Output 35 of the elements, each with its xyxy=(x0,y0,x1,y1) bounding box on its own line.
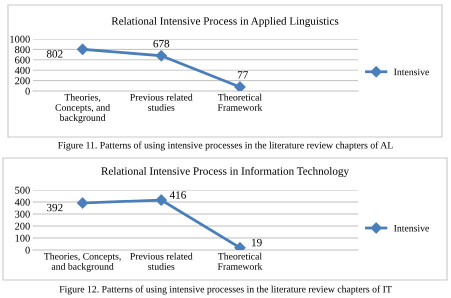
x-tick-label: Theoretical Framework xyxy=(218,252,262,270)
x-tick-label: Theoretical Framework xyxy=(218,94,262,111)
y-tick-label: 200 xyxy=(15,77,30,84)
y-tick-label: 0 xyxy=(25,246,30,254)
caption: Figure 11. Patterns of using intensive processes in the literature review chapters of AL xyxy=(58,142,393,150)
point xyxy=(156,194,167,206)
y-tick-label: 500 xyxy=(15,186,30,194)
x-tick-label: Previous related studies xyxy=(130,252,193,270)
point xyxy=(76,197,88,209)
chart-title: Relational Intensive Process in Information Technology xyxy=(101,166,349,178)
y-tick-label: 800 xyxy=(14,46,30,54)
y-tick-label: 400 xyxy=(14,198,30,206)
data-label: 392 xyxy=(46,204,63,212)
point xyxy=(76,44,88,55)
x-tick-label: Theories, Concepts, and background xyxy=(55,94,110,123)
y-tick-label: 100 xyxy=(16,234,30,242)
caption: Figure 12. Patterns of using intensive processes in the literature review chapters of IT xyxy=(59,286,392,294)
x-tick-label: Previous related studies xyxy=(130,94,193,111)
data-label: 416 xyxy=(170,191,186,199)
data-label: 77 xyxy=(238,71,248,79)
point xyxy=(234,81,246,91)
x-tick-label: Theories, Concepts, and background xyxy=(44,252,121,272)
y-tick-label: 600 xyxy=(15,56,30,64)
y-tick-label: 200 xyxy=(15,222,30,230)
legend-label: Intensive xyxy=(394,224,429,232)
y-tick-label: 400 xyxy=(14,66,30,74)
y-tick-label: 0 xyxy=(25,88,30,95)
data-label: 19 xyxy=(252,238,262,246)
y-tick-label: 1000 xyxy=(10,36,30,43)
y-tick-label: 300 xyxy=(15,210,30,218)
data-label: 802 xyxy=(46,50,63,58)
chart-title: Relational Intensive Process in Applied Linguistics xyxy=(112,16,338,28)
legend-label: Intensive xyxy=(394,68,429,76)
point xyxy=(156,50,167,62)
data-label: 678 xyxy=(153,40,170,48)
